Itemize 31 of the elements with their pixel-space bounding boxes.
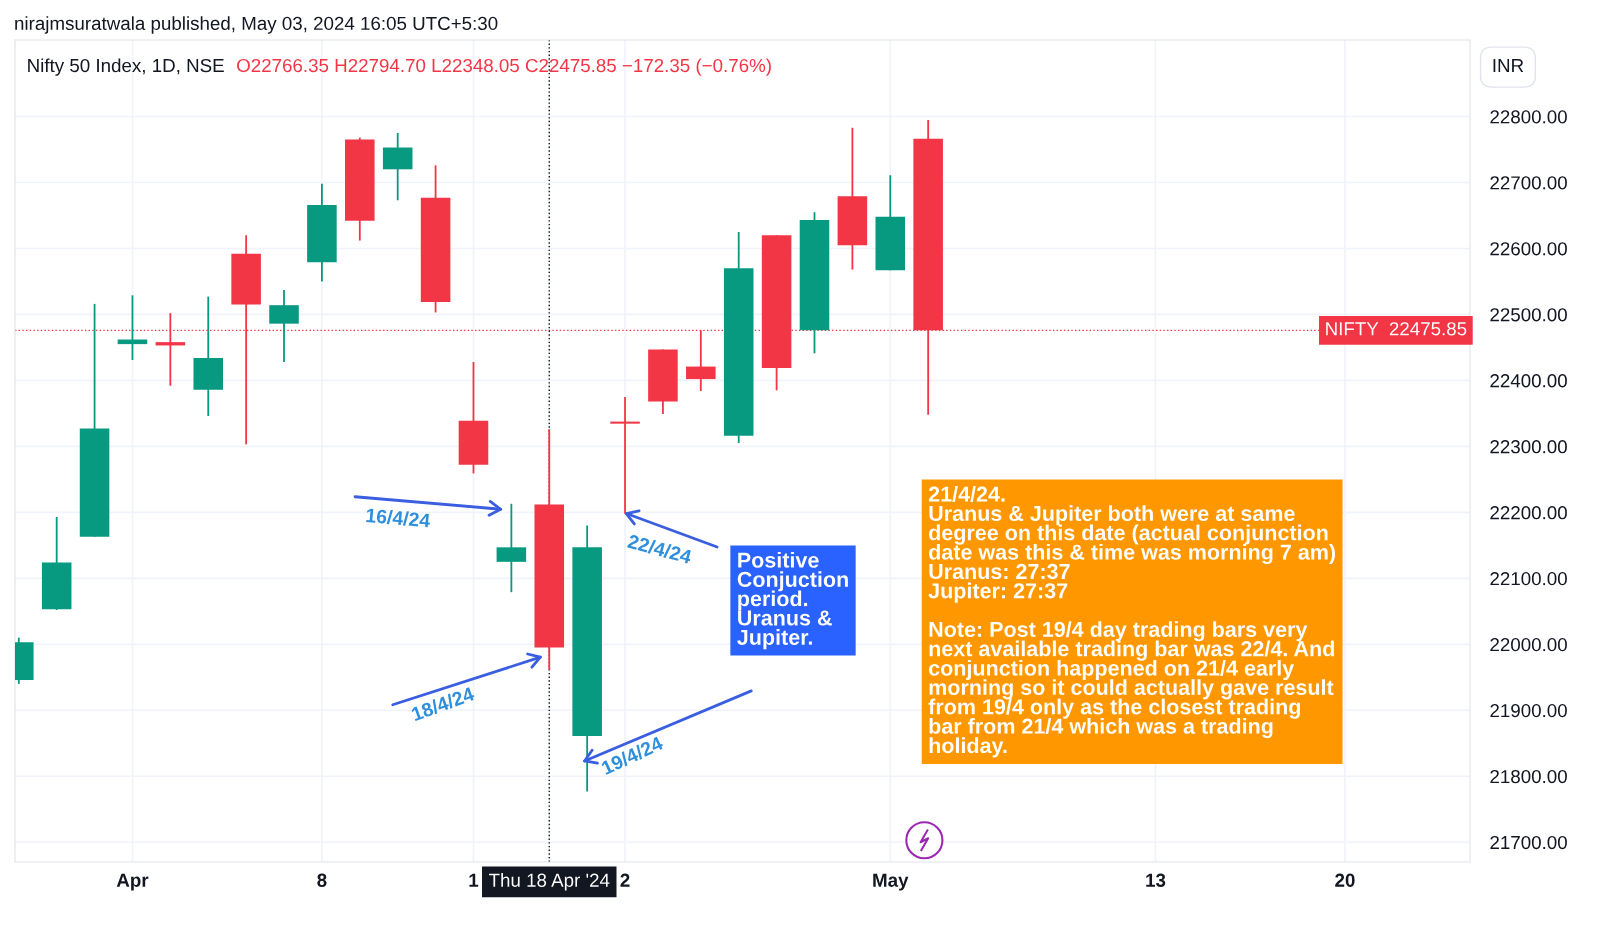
x-tick-label: Apr xyxy=(116,873,149,891)
y-tick-label: 22400.00 xyxy=(1490,374,1567,388)
x-tick-label: May xyxy=(873,873,909,891)
y-tick-label: 22800.00 xyxy=(1490,110,1567,124)
x-tick-label: Thu 18 Apr '24 xyxy=(489,873,610,891)
annotation: 22/4/24 xyxy=(627,533,693,565)
x-tick-label: 20 xyxy=(1335,873,1355,887)
y-tick-label: 21700.00 xyxy=(1490,835,1567,850)
y-tick-label: 22500.00 xyxy=(1490,308,1567,322)
annotation: Positive Conjuction period. Uranus & Jupiter. xyxy=(737,551,848,650)
y-tick-label: 22000.00 xyxy=(1490,638,1567,652)
annotation: 16/4/24 xyxy=(366,507,431,528)
y-tick-label: 22200.00 xyxy=(1490,506,1567,520)
x-tick-label: 8 xyxy=(317,873,327,887)
x-tick-label: 1 xyxy=(469,873,479,887)
text: nirajmsuratwala published, May 03, 2024 16:05 UTC+5:30 xyxy=(15,16,498,34)
text: 21/4/24. Uranus & Jupiter both were at same degree on this date (actual conjunction date was this & time was morning 7 am) Uranus: 27:37 Jupiter: 27:37 Note: Post 19/4 day trading bars very next available trading bar was 22/4. And conjunction happened on 21/4 early morning so it could actually gave result from 19/4 only as the closest trading bar from 21/4 which was a trading holiday. xyxy=(928,485,1336,758)
y-tick-label: 22300.00 xyxy=(1490,440,1567,454)
y-tick-label: 22100.00 xyxy=(1490,572,1567,586)
y-tick-label: 22600.00 xyxy=(1490,242,1567,256)
annotation: O22766.35 H22794.70 L22348.05 C22475.85 −172.35 (−0.76%) xyxy=(237,58,771,76)
text: INR xyxy=(1493,59,1524,72)
x-tick-label: 2 xyxy=(620,873,630,887)
text: Nifty 50 Index, 1D, NSE xyxy=(28,58,224,76)
y-tick-label: 22700.00 xyxy=(1490,176,1567,190)
y-tick-label: 21900.00 xyxy=(1490,703,1567,718)
candlestick xyxy=(155,312,186,387)
ref-line-label: NIFTY 22475.85 xyxy=(1326,322,1467,336)
y-tick-label: 21800.00 xyxy=(1490,769,1567,784)
x-tick-label: 13 xyxy=(1146,873,1166,887)
candlestick xyxy=(609,395,641,515)
